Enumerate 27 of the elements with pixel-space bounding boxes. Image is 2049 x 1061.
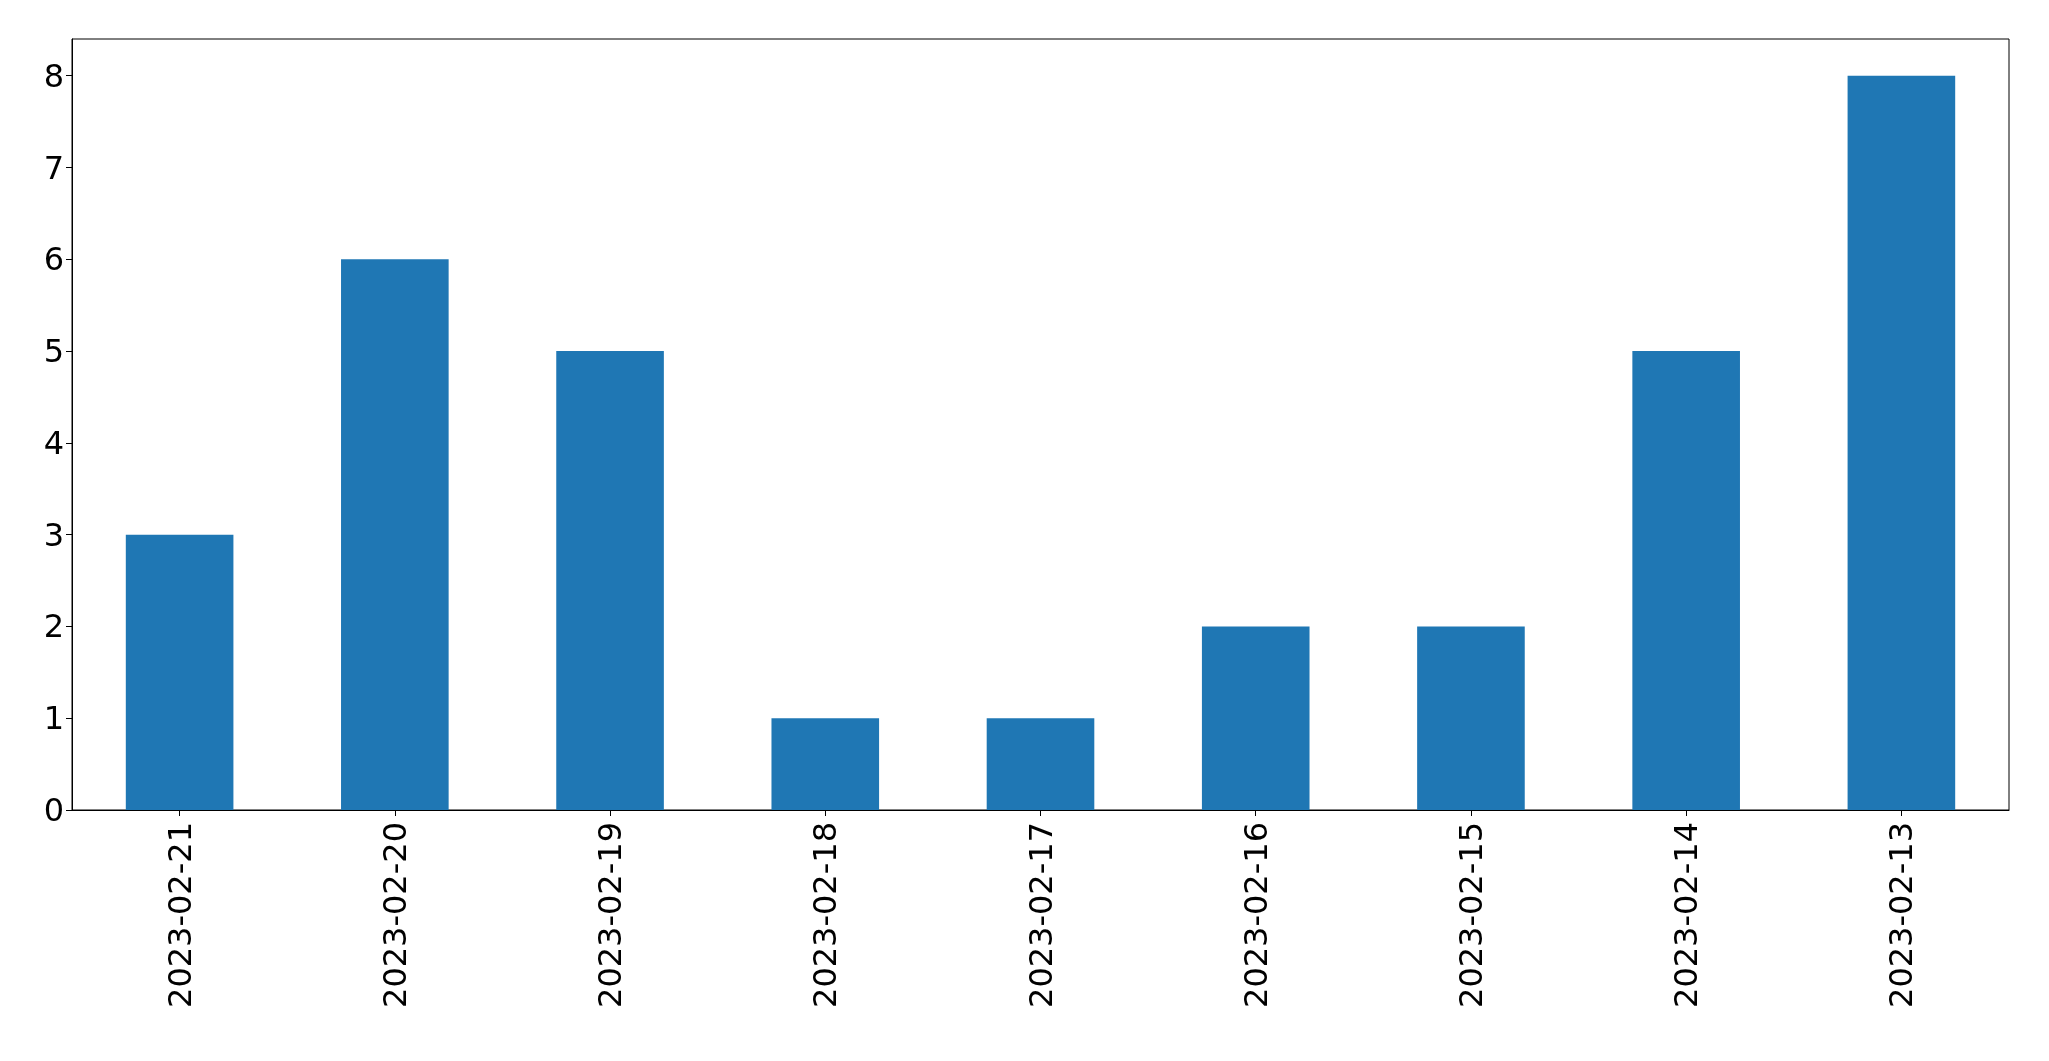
x-tick-label: 2023-02-18 [806,822,845,1008]
bar [125,534,234,810]
y-tick-label: 5 [43,332,64,371]
bar [771,718,880,810]
x-tick-label: 2023-02-21 [160,822,199,1008]
y-tick-label: 8 [43,56,64,95]
y-tick-label: 1 [43,699,64,738]
x-tick-label: 2023-02-19 [591,822,630,1008]
y-tick-label: 0 [43,791,64,829]
bar [341,259,449,810]
bar [1417,626,1525,810]
y-tick-label: 2 [43,607,64,646]
bar [1201,626,1310,810]
y-tick-label: 6 [43,240,64,279]
x-tick-label: 2023-02-20 [375,822,414,1008]
x-tick-label: 2023-02-13 [1882,822,1921,1008]
x-tick-label: 2023-02-14 [1667,822,1706,1008]
y-tick-label: 3 [43,515,64,554]
bar [986,718,1095,810]
x-tick-label: 2023-02-16 [1236,822,1275,1008]
y-tick-label: 7 [43,148,64,187]
bar [1847,75,1956,810]
bar [556,351,664,810]
y-tick-label: 4 [43,423,64,462]
x-tick-label: 2023-02-17 [1021,822,1060,1008]
bar [1632,351,1740,810]
x-tick-label: 2023-02-15 [1451,822,1490,1008]
